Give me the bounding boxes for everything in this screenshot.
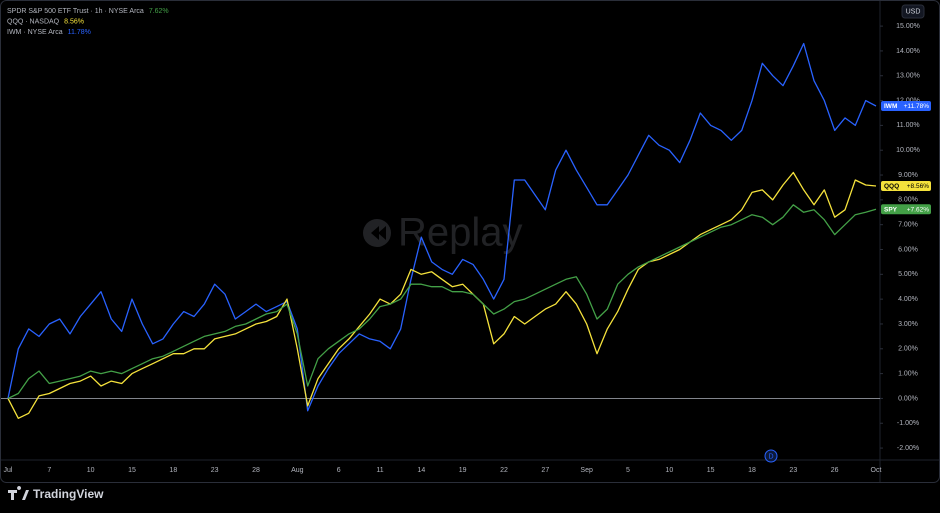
x-tick-label: 28	[252, 467, 260, 474]
x-tick-label: Jul	[4, 467, 13, 474]
price-tag-name: QQQ	[884, 183, 899, 190]
event-marker-label[interactable]: D	[768, 453, 773, 460]
y-tick-label: 12.00%	[896, 97, 920, 104]
y-tick-label: 1.00%	[898, 370, 918, 377]
y-tick-label: 6.00%	[898, 246, 918, 253]
series-line	[7, 171, 877, 419]
legend: SPDR S&P 500 ETF Trust · 1h · NYSE Arca 7…	[7, 8, 169, 36]
y-tick-label: 4.00%	[898, 296, 918, 303]
legend-entry: QQQ · NASDAQ	[7, 18, 60, 25]
y-tick-label: 0.00%	[898, 395, 918, 402]
x-tick-label: 10	[665, 467, 673, 474]
x-tick-label: 15	[707, 467, 715, 474]
y-tick-label: -1.00%	[897, 420, 919, 427]
x-tick-label: Oct	[871, 467, 882, 474]
x-tick-label: 14	[417, 467, 425, 474]
y-tick-label: 13.00%	[896, 73, 920, 80]
x-tick-label: Aug	[291, 467, 304, 474]
currency-label[interactable]: USD	[906, 8, 921, 15]
legend-entry: IWM · NYSE Arca	[7, 29, 63, 36]
watermark-icon-arrows	[371, 226, 386, 240]
currency-button[interactable]	[901, 4, 925, 19]
x-tick-label: 6	[337, 467, 341, 474]
y-tick-label: 8.00%	[898, 197, 918, 204]
y-tick-label: 10.00%	[896, 147, 920, 154]
x-tick-label: 26	[831, 467, 839, 474]
x-tick-label: 23	[211, 467, 219, 474]
legend-value: 7.62%	[149, 8, 169, 15]
price-tag-name: IWM	[884, 103, 897, 110]
y-tick-label: 3.00%	[898, 321, 918, 328]
price-tag	[881, 101, 931, 112]
y-tick-label: -2.00%	[897, 445, 919, 452]
price-tag	[881, 180, 931, 191]
y-tick-label: 15.00%	[896, 23, 920, 30]
x-tick-label: 15	[128, 467, 136, 474]
y-tick-label: 9.00%	[898, 172, 918, 179]
y-tick-label: 2.00%	[898, 346, 918, 353]
event-marker[interactable]	[764, 449, 778, 463]
brand: TradingView	[8, 486, 104, 501]
x-tick-label: 27	[541, 467, 549, 474]
price-tag-value: +8.56%	[907, 183, 929, 190]
x-tick-label: 22	[500, 467, 508, 474]
watermark-text: Replay	[398, 211, 523, 255]
watermark-icon	[363, 219, 391, 247]
x-tick-label: 19	[459, 467, 467, 474]
x-tick-label: 18	[748, 467, 756, 474]
y-tick-label: 7.00%	[898, 222, 918, 229]
brand-name: TradingView	[33, 487, 104, 501]
x-tick-label: 11	[376, 467, 383, 474]
plot	[1, 42, 880, 419]
series-line	[7, 204, 877, 399]
price-tag-name: SPY	[884, 207, 898, 214]
x-tick-label: 18	[169, 467, 177, 474]
price-tag-value: +11.78%	[904, 103, 930, 110]
series-line	[7, 42, 877, 412]
price-tag	[881, 204, 931, 215]
x-tick-label: Sep	[580, 467, 593, 474]
legend-entry: SPDR S&P 500 ETF Trust · 1h · NYSE Arca	[7, 8, 144, 15]
brand-logo	[8, 486, 29, 500]
legend-value: 8.56%	[64, 18, 84, 25]
legend-value: 11.78%	[68, 29, 91, 36]
price-tag-value: +7.62%	[907, 207, 929, 214]
x-tick-label: 7	[47, 467, 51, 474]
y-tick-label: 11.00%	[896, 122, 919, 129]
x-tick-label: 10	[87, 467, 95, 474]
y-tick-label: 14.00%	[896, 48, 920, 55]
y-tick-label: 5.00%	[898, 271, 918, 278]
x-tick-label: 5	[626, 467, 630, 474]
x-tick-label: 23	[789, 467, 797, 474]
